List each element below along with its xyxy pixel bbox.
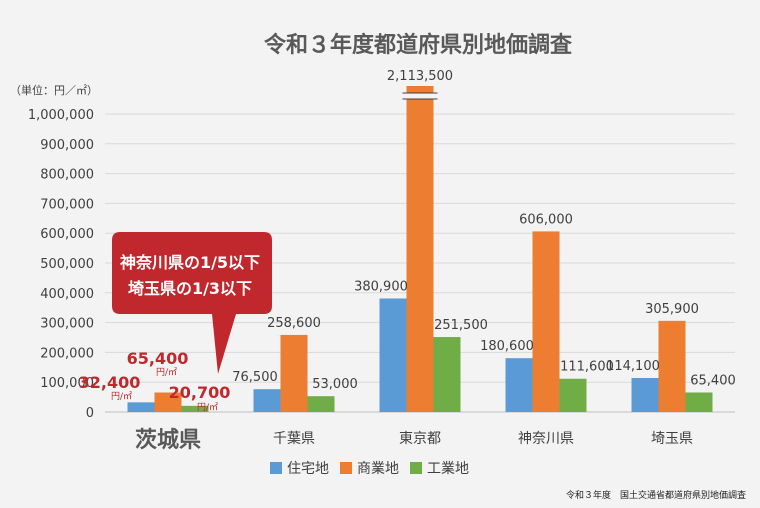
legend-swatch — [410, 462, 422, 474]
highlight-value-label: 20,700 — [169, 383, 231, 402]
value-label: 606,000 — [519, 212, 573, 227]
unit-label: （単位：円／㎡） — [10, 83, 98, 97]
y-tick-label: 900,000 — [40, 138, 94, 153]
bars — [127, 86, 713, 412]
data-labels: 32,400円/㎡65,400円/㎡20,700円/㎡76,500258,600… — [79, 69, 736, 413]
y-tick-label: 700,000 — [40, 197, 94, 212]
bar-商業地 — [532, 231, 560, 412]
y-tick-label: 100,000 — [40, 376, 94, 391]
bar-商業地 — [406, 86, 434, 412]
bar-住宅地 — [505, 358, 533, 412]
value-label: 65,400 — [690, 374, 736, 389]
bar-住宅地 — [127, 402, 155, 412]
legend-swatch — [270, 462, 282, 474]
bar-商業地 — [154, 392, 182, 412]
value-label: 180,600 — [480, 339, 534, 354]
value-label: 305,900 — [645, 302, 699, 317]
bar-工業地 — [433, 337, 461, 412]
value-label: 111,600 — [560, 360, 614, 375]
bar-工業地 — [307, 396, 335, 412]
legend-label: 商業地 — [357, 461, 399, 477]
value-label: 380,900 — [354, 279, 408, 294]
y-tick-label: 500,000 — [40, 257, 94, 272]
highlight-value-label: 32,400 — [79, 373, 141, 392]
y-axis-ticks: 0 100,000 200,000 300,000 400,000 500,000 600,… — [28, 108, 94, 421]
legend-swatch — [340, 462, 352, 474]
x-category-label: 神奈川県 — [518, 431, 574, 447]
x-category-label: 東京都 — [399, 431, 441, 447]
highlight-value-label: 65,400 — [127, 349, 189, 368]
bar-住宅地 — [379, 298, 407, 412]
highlight-unit-label: 円/㎡ — [111, 391, 132, 402]
bar-住宅地 — [253, 389, 281, 412]
bar-工業地 — [559, 378, 587, 412]
x-category-label: 千葉県 — [273, 431, 315, 447]
bar-商業地 — [658, 320, 686, 412]
y-tick-label: 1,000,000 — [28, 108, 94, 123]
highlight-unit-label: 円/㎡ — [156, 367, 177, 378]
source-note: 令和３年度 国土交通省都道府県別地価調査 — [566, 489, 746, 501]
x-category-label: 茨城県 — [135, 427, 201, 453]
bar-商業地 — [280, 334, 308, 412]
x-axis-categories: 茨城県 千葉県 東京都 神奈川県 埼玉県 — [135, 427, 693, 453]
legend: 住宅地 商業地 工業地 — [270, 461, 469, 477]
y-tick-label: 0 — [86, 406, 94, 421]
highlight-unit-label: 円/㎡ — [197, 402, 218, 413]
value-label: 76,500 — [232, 370, 278, 385]
callout: 神奈川県の1/5以下 埼玉県の1/3以下 — [112, 232, 272, 374]
legend-label: 工業地 — [427, 461, 469, 477]
value-label: 251,500 — [434, 318, 488, 333]
chart-title: 令和３年度都道府県別地価調査 — [264, 32, 573, 58]
value-label: 258,600 — [267, 316, 321, 331]
callout-bubble — [112, 232, 272, 374]
y-tick-label: 300,000 — [40, 317, 94, 332]
bar-住宅地 — [631, 377, 659, 412]
axis-break-gap — [402, 93, 438, 99]
value-label: 53,000 — [312, 377, 358, 392]
value-label: 2,113,500 — [387, 69, 453, 84]
bar-工業地 — [685, 392, 713, 412]
value-label: 114,100 — [606, 359, 660, 374]
callout-line-1: 神奈川県の1/5以下 — [120, 253, 260, 272]
legend-label: 住宅地 — [287, 461, 329, 477]
y-tick-label: 800,000 — [40, 168, 94, 183]
y-tick-label: 200,000 — [40, 346, 94, 361]
x-category-label: 埼玉県 — [651, 431, 693, 447]
callout-line-2: 埼玉県の1/3以下 — [128, 279, 252, 298]
bar-工業地 — [181, 405, 209, 412]
y-tick-label: 400,000 — [40, 287, 94, 302]
y-tick-label: 600,000 — [40, 227, 94, 242]
